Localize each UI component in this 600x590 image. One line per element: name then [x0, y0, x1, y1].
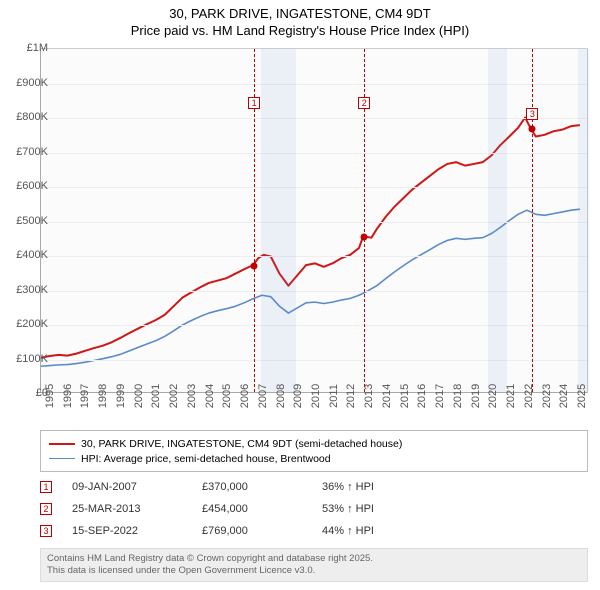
legend-swatch	[49, 443, 75, 445]
title-address: 30, PARK DRIVE, INGATESTONE, CM4 9DT	[0, 6, 600, 21]
event-table-row: 2 25-MAR-2013£454,00053% ↑ HPI	[40, 498, 588, 520]
x-axis-tick-label: 2012	[345, 384, 357, 408]
x-axis-tick-label: 2008	[275, 384, 287, 408]
x-axis-tick-label: 2021	[505, 384, 517, 408]
x-axis-tick-label: 2025	[576, 384, 588, 408]
event-price: £454,000	[202, 503, 322, 515]
chart-title-block: 30, PARK DRIVE, INGATESTONE, CM4 9DT Pri…	[0, 0, 600, 40]
y-axis-tick-label: £900K	[4, 77, 48, 89]
x-axis-tick-label: 2003	[186, 384, 198, 408]
x-axis-tick-label: 2018	[452, 384, 464, 408]
event-marker-box: 2	[40, 503, 52, 515]
y-axis-tick-label: £0	[4, 387, 48, 399]
event-price: £370,000	[202, 481, 322, 493]
y-axis-tick-label: £200K	[4, 318, 48, 330]
event-date: 09-JAN-2007	[72, 481, 202, 493]
x-axis-tick-label: 2000	[133, 384, 145, 408]
x-axis-tick-label: 2007	[257, 384, 269, 408]
recession-shade-band	[578, 49, 589, 392]
title-subtitle: Price paid vs. HM Land Registry's House …	[0, 23, 600, 38]
event-date: 15-SEP-2022	[72, 525, 202, 537]
attribution-footer: Contains HM Land Registry data © Crown c…	[40, 548, 588, 582]
x-axis-tick-label: 2017	[434, 384, 446, 408]
event-vertical-line	[532, 49, 533, 392]
x-axis-tick-label: 1999	[115, 384, 127, 408]
y-axis-tick-label: £600K	[4, 180, 48, 192]
event-dot-marker	[361, 234, 368, 241]
y-axis-tick-label: £500K	[4, 215, 48, 227]
x-axis-tick-label: 2005	[221, 384, 233, 408]
recession-shade-band	[261, 49, 296, 392]
chart-plot-area: 1 2 3	[40, 48, 588, 393]
x-axis-tick-label: 2006	[239, 384, 251, 408]
events-table: 1 09-JAN-2007£370,00036% ↑ HPI 2 25-MAR-201…	[40, 476, 588, 542]
legend-swatch	[49, 458, 75, 459]
event-table-row: 3 15-SEP-2022£769,00044% ↑ HPI	[40, 520, 588, 542]
x-axis-tick-label: 2016	[416, 384, 428, 408]
event-hpi-delta: 53% ↑ HPI	[322, 503, 442, 515]
footer-line1: Contains HM Land Registry data © Crown c…	[47, 553, 581, 565]
legend-label: HPI: Average price, semi-detached house,…	[81, 453, 331, 465]
event-marker-box: 3	[40, 525, 52, 537]
y-axis-tick-label: £800K	[4, 111, 48, 123]
event-marker-box: 2	[358, 97, 370, 109]
event-price: £769,000	[202, 525, 322, 537]
legend-row: HPI: Average price, semi-detached house,…	[49, 451, 579, 466]
x-axis-tick-label: 2014	[381, 384, 393, 408]
event-dot-marker	[529, 125, 536, 132]
footer-line2: This data is licensed under the Open Gov…	[47, 565, 581, 577]
legend-row: 30, PARK DRIVE, INGATESTONE, CM4 9DT (se…	[49, 436, 579, 451]
x-axis-tick-label: 1998	[97, 384, 109, 408]
event-date: 25-MAR-2013	[72, 503, 202, 515]
x-axis-tick-label: 2009	[292, 384, 304, 408]
event-hpi-delta: 44% ↑ HPI	[322, 525, 442, 537]
x-axis-tick-label: 2013	[363, 384, 375, 408]
x-axis-tick-label: 2004	[204, 384, 216, 408]
x-axis-tick-label: 1997	[79, 384, 91, 408]
event-marker-box: 1	[40, 481, 52, 493]
x-axis-tick-label: 2023	[541, 384, 553, 408]
x-axis-tick-label: 1996	[62, 384, 74, 408]
x-axis-tick-label: 2020	[487, 384, 499, 408]
y-axis-tick-label: £400K	[4, 249, 48, 261]
x-axis-tick-label: 2011	[328, 384, 340, 408]
x-axis-tick-label: 2019	[470, 384, 482, 408]
x-axis-tick-label: 2022	[523, 384, 535, 408]
event-dot-marker	[251, 263, 258, 270]
y-axis-tick-label: £300K	[4, 284, 48, 296]
x-axis-tick-label: 2024	[558, 384, 570, 408]
recession-shade-band	[488, 49, 508, 392]
event-table-row: 1 09-JAN-2007£370,00036% ↑ HPI	[40, 476, 588, 498]
event-hpi-delta: 36% ↑ HPI	[322, 481, 442, 493]
x-axis-tick-label: 2002	[168, 384, 180, 408]
x-axis-tick-label: 2001	[150, 384, 162, 408]
event-marker-box: 3	[526, 108, 538, 120]
y-axis-tick-label: £1M	[4, 42, 48, 54]
chart-legend: 30, PARK DRIVE, INGATESTONE, CM4 9DT (se…	[40, 430, 588, 472]
x-axis-tick-label: 2010	[310, 384, 322, 408]
legend-label: 30, PARK DRIVE, INGATESTONE, CM4 9DT (se…	[81, 438, 402, 450]
event-marker-box: 1	[248, 97, 260, 109]
x-axis-tick-label: 2015	[399, 384, 411, 408]
x-axis-tick-label: 1995	[44, 384, 56, 408]
y-axis-tick-label: £100K	[4, 353, 48, 365]
y-axis-tick-label: £700K	[4, 146, 48, 158]
